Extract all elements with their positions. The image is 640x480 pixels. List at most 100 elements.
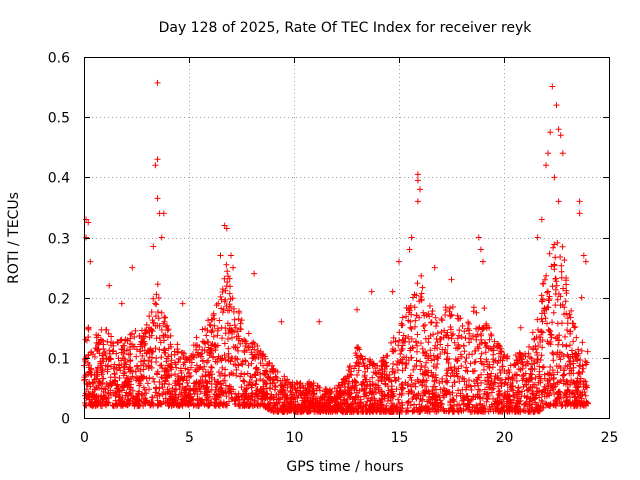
data-point (316, 400, 323, 407)
data-point (516, 353, 523, 360)
data-point (504, 388, 511, 395)
data-point (511, 361, 518, 368)
data-point (438, 316, 445, 323)
data-point (381, 362, 388, 369)
data-point (546, 327, 553, 334)
data-point (226, 327, 233, 334)
data-point (184, 379, 191, 386)
data-point (472, 407, 479, 414)
data-point (224, 307, 231, 314)
data-point (279, 389, 286, 396)
data-point (225, 345, 232, 352)
data-point (352, 394, 359, 401)
data-point (495, 357, 502, 364)
data-point (565, 353, 572, 360)
data-point (219, 402, 226, 409)
data-point (580, 365, 587, 372)
data-point (496, 343, 503, 350)
data-point (254, 402, 261, 409)
data-point (418, 290, 425, 297)
data-point (162, 365, 169, 372)
data-point (156, 378, 163, 385)
data-point (94, 346, 101, 353)
data-point (546, 402, 553, 409)
data-point (405, 399, 412, 406)
data-point (411, 304, 418, 311)
data-point (545, 295, 552, 302)
data-point (388, 392, 395, 399)
data-point (357, 404, 364, 411)
data-point (422, 364, 429, 371)
data-point-outlier (217, 252, 224, 259)
data-point (551, 266, 558, 273)
data-point (557, 253, 564, 260)
data-point (223, 400, 230, 407)
data-point (513, 403, 520, 410)
data-point (414, 342, 421, 349)
data-point (264, 360, 271, 367)
data-point (176, 402, 183, 409)
data-point (573, 334, 580, 341)
data-point (557, 302, 564, 309)
data-point (430, 371, 437, 378)
data-point (255, 354, 262, 361)
data-point-outlier (414, 171, 421, 178)
data-point-outlier (368, 288, 375, 295)
data-point (379, 388, 386, 395)
data-point (291, 394, 298, 401)
data-point (235, 308, 242, 315)
data-point (253, 365, 260, 372)
data-point (501, 391, 508, 398)
data-point (459, 323, 466, 330)
data-point (473, 408, 480, 415)
data-point (166, 397, 173, 404)
data-point (480, 325, 487, 332)
data-point (422, 404, 429, 411)
data-point (517, 397, 524, 404)
data-point (430, 352, 437, 359)
data-point (434, 330, 441, 337)
data-point (232, 324, 239, 331)
data-point (515, 387, 522, 394)
data-point (178, 370, 185, 377)
data-point (439, 378, 446, 385)
data-point (557, 377, 564, 384)
data-point (558, 402, 565, 409)
data-point (389, 348, 396, 355)
data-point (227, 358, 234, 365)
data-point (370, 369, 377, 376)
data-point (212, 380, 219, 387)
data-point (407, 372, 414, 379)
data-point (443, 390, 450, 397)
data-point (435, 355, 442, 362)
data-point (339, 408, 346, 415)
data-point (442, 312, 449, 319)
data-point (213, 392, 220, 399)
data-point (223, 261, 230, 268)
data-point (130, 343, 137, 350)
data-point (483, 381, 490, 388)
data-point (466, 320, 473, 327)
data-point (154, 281, 161, 288)
data-point (488, 370, 495, 377)
data-point (126, 357, 133, 364)
data-point (552, 335, 559, 342)
data-point (234, 328, 241, 335)
data-point (427, 347, 434, 354)
axis-ticks: 0 5 10 15 20 25 0 0.1 0.2 0.3 0.4 0.5 0.6 (48, 51, 619, 447)
data-point (269, 362, 276, 369)
data-point (470, 378, 477, 385)
data-point (226, 290, 233, 297)
data-point (528, 361, 535, 368)
data-point-outlier (221, 222, 228, 229)
data-point (497, 347, 504, 354)
y-tick-label: 0.1 (48, 352, 70, 368)
data-point (315, 407, 322, 414)
data-point-outlier (406, 246, 413, 253)
data-point (221, 340, 228, 347)
data-point (140, 402, 147, 409)
data-point (97, 380, 104, 387)
data-point (425, 390, 432, 397)
data-point (190, 380, 197, 387)
data-point (491, 400, 498, 407)
